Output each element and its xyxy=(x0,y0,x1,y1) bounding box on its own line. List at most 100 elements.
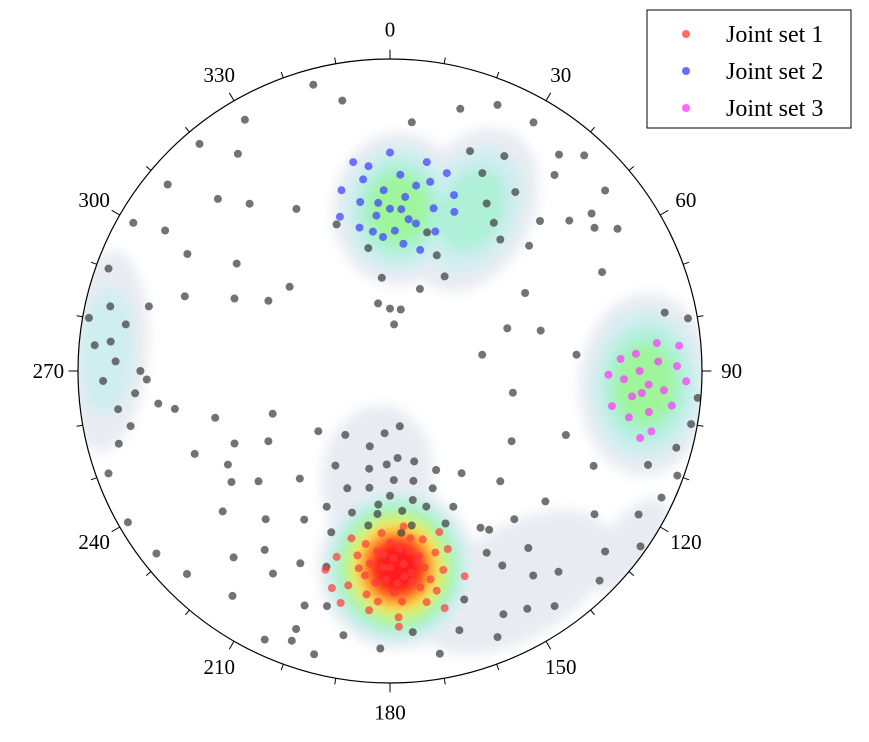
legend-label: Joint set 2 xyxy=(726,59,823,85)
pole-point xyxy=(482,199,491,208)
pole-point xyxy=(314,427,323,436)
joint-set-point xyxy=(379,563,388,572)
pole-point xyxy=(389,476,398,485)
joint-set-point xyxy=(355,223,364,232)
pole-point xyxy=(390,320,399,329)
azimuth-tick xyxy=(590,609,595,616)
joint-set-point xyxy=(321,565,330,574)
azimuth-label: 210 xyxy=(203,655,235,679)
azimuth-tick xyxy=(628,571,635,576)
joint-set-point xyxy=(362,590,371,599)
pole-point xyxy=(309,80,318,89)
pole-point xyxy=(510,515,519,524)
pole-point xyxy=(499,610,508,619)
pole-point xyxy=(684,314,692,323)
joint-set-point xyxy=(400,572,409,581)
pole-point xyxy=(144,302,153,311)
azimuth-label: 60 xyxy=(675,188,696,212)
pole-point xyxy=(672,443,681,452)
pole-point xyxy=(408,496,417,504)
azimuth-tick xyxy=(545,92,552,102)
joint-set-point xyxy=(344,581,353,590)
pole-point xyxy=(673,471,682,480)
joint-set-point xyxy=(365,606,374,615)
pole-point xyxy=(323,602,331,611)
azimuth-tick xyxy=(659,526,669,533)
pole-point xyxy=(121,320,130,329)
pole-point xyxy=(382,460,391,469)
pole-point xyxy=(449,502,458,511)
pole-point xyxy=(457,469,466,478)
joint-set-point xyxy=(335,212,344,221)
pole-point xyxy=(555,150,563,159)
pole-point xyxy=(111,357,120,366)
azimuth-tick xyxy=(228,92,235,102)
azimuth-ticks xyxy=(68,49,712,693)
joint-set-point xyxy=(422,598,431,607)
pole-point xyxy=(423,228,432,237)
joint-set-point xyxy=(372,211,381,220)
density-contour-level-1 xyxy=(590,497,669,593)
pole-point xyxy=(657,493,666,502)
joint-set-point xyxy=(682,377,691,386)
joint-set-point xyxy=(398,597,407,606)
azimuth-tick xyxy=(111,526,121,533)
pole-point xyxy=(183,570,191,578)
pole-point xyxy=(332,220,341,229)
azimuth-tick xyxy=(683,261,690,265)
pole-point xyxy=(525,241,534,250)
azimuth-label: 90 xyxy=(721,359,742,383)
joint-set-point xyxy=(673,362,681,370)
joint-set-point xyxy=(431,227,440,236)
joint-set-point xyxy=(360,571,369,580)
pole-point xyxy=(496,235,505,244)
pole-point xyxy=(455,626,464,635)
azimuth-label: 120 xyxy=(670,530,702,554)
azimuth-label: 180 xyxy=(374,701,406,725)
joint-set-point xyxy=(354,564,363,573)
pole-point xyxy=(268,409,277,418)
joint-set-point xyxy=(426,177,435,186)
joint-set-point xyxy=(637,389,646,397)
pole-point xyxy=(213,194,222,203)
pole-point xyxy=(536,326,545,335)
joint-set-point xyxy=(332,552,341,561)
pole-point xyxy=(565,216,574,225)
joint-set-point xyxy=(652,339,661,347)
pole-point xyxy=(264,296,273,305)
joint-set-point xyxy=(365,559,374,568)
data-points xyxy=(84,80,702,659)
pole-point xyxy=(601,547,610,556)
pole-point xyxy=(536,217,544,225)
pole-point xyxy=(374,299,383,308)
pole-point xyxy=(365,442,374,451)
pole-point xyxy=(493,633,502,642)
pole-point xyxy=(154,399,163,408)
joint-set-point xyxy=(415,551,424,560)
joint-set-point xyxy=(443,545,452,553)
pole-point xyxy=(396,305,405,314)
pole-point xyxy=(341,430,350,439)
pole-point xyxy=(99,377,108,385)
pole-point xyxy=(183,250,192,258)
density-contour-level-1 xyxy=(422,509,612,655)
joint-set-point xyxy=(386,563,394,572)
pole-point xyxy=(503,324,512,333)
pole-point xyxy=(377,273,386,282)
azimuth-tick xyxy=(659,209,669,216)
pole-point xyxy=(229,553,238,562)
pole-point xyxy=(398,506,407,515)
joint-set-point xyxy=(399,522,408,531)
pole-point xyxy=(441,519,450,528)
azimuth-tick xyxy=(145,571,152,576)
pole-point xyxy=(123,518,132,527)
pole-point xyxy=(432,251,441,260)
joint-set-point xyxy=(404,215,413,224)
pole-point xyxy=(500,152,509,161)
joint-set-point xyxy=(604,370,613,379)
azimuth-label: 330 xyxy=(203,63,235,87)
joint-set-point xyxy=(426,575,435,584)
joint-set-point xyxy=(422,158,431,167)
azimuth-tick xyxy=(185,609,190,616)
